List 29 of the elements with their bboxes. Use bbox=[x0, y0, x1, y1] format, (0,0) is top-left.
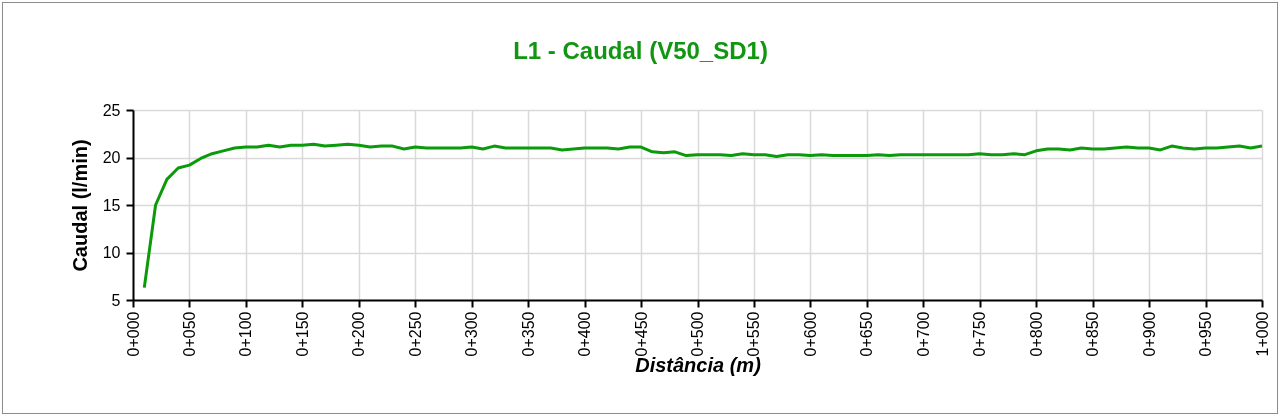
chart-title: L1 - Caudal (V50_SD1) bbox=[513, 37, 768, 64]
y-tick-label: 10 bbox=[102, 244, 121, 261]
y-axis-title: Caudal (l/min) bbox=[68, 139, 91, 272]
x-tick-label: 0+650 bbox=[858, 311, 876, 357]
x-tick-label: 0+300 bbox=[463, 311, 481, 357]
x-tick-label: 0+150 bbox=[293, 311, 311, 357]
x-tick-label: 0+350 bbox=[519, 311, 537, 357]
x-tick-label: 0+450 bbox=[632, 311, 650, 357]
line-series bbox=[142, 142, 1264, 290]
y-tick-label: 20 bbox=[102, 149, 121, 166]
x-tick-label: 0+200 bbox=[350, 311, 368, 357]
x-tick-label: 0+550 bbox=[745, 311, 763, 357]
x-tick-label: 0+850 bbox=[1084, 311, 1102, 357]
x-tick-label: 1+000 bbox=[1253, 311, 1271, 357]
x-tick-label: 0+100 bbox=[237, 311, 255, 357]
x-tick-label: 0+600 bbox=[801, 311, 819, 357]
x-tick-label: 0+250 bbox=[406, 311, 424, 357]
x-tick-label: 0+750 bbox=[971, 311, 989, 357]
y-tick-label: 5 bbox=[111, 291, 121, 309]
y-tick-label: 15 bbox=[102, 196, 121, 214]
x-tick-label: 0+500 bbox=[689, 311, 706, 357]
x-tick-label: 0+050 bbox=[180, 311, 198, 357]
x-tick-label: 0+400 bbox=[576, 311, 594, 357]
x-tick-label: 0+900 bbox=[1140, 311, 1158, 357]
x-tick-label: 0+950 bbox=[1197, 311, 1215, 357]
x-tick-label: 0+800 bbox=[1027, 311, 1045, 357]
x-tick-label: 0+700 bbox=[914, 311, 932, 357]
x-tick-label: 0+000 bbox=[124, 311, 142, 357]
y-tick-label: 25 bbox=[102, 101, 121, 119]
